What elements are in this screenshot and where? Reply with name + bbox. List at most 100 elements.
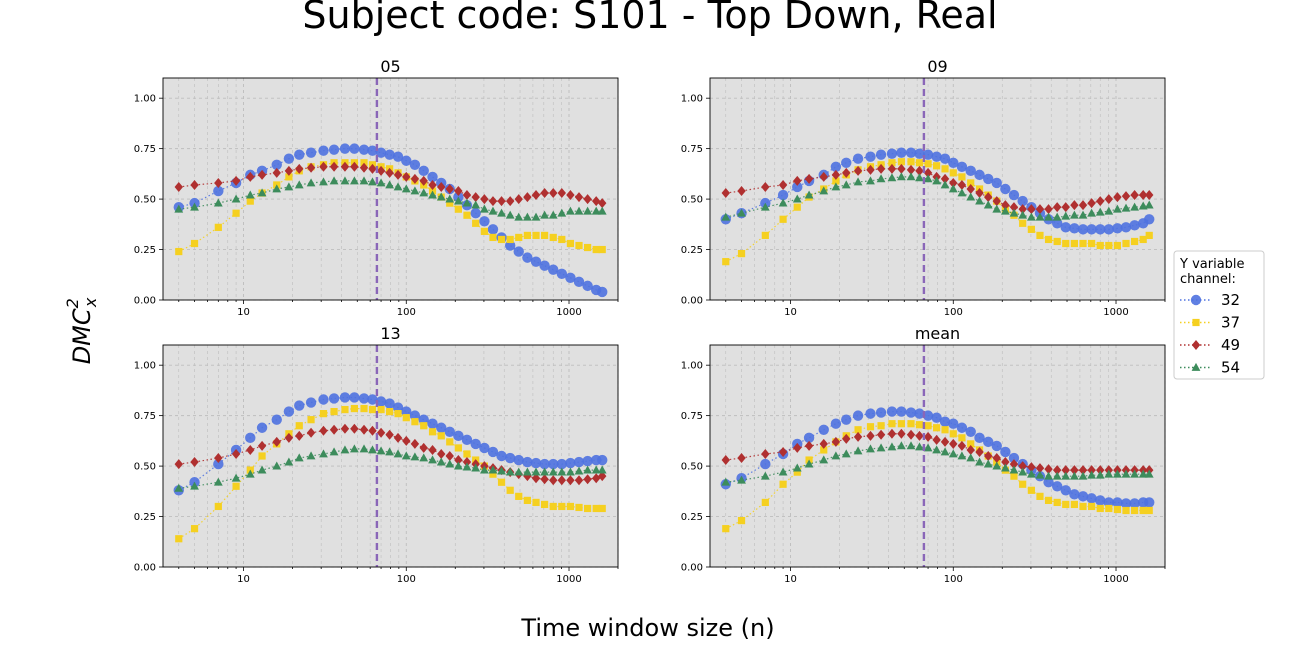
data-point-54 xyxy=(574,206,584,215)
data-point-54 xyxy=(831,451,841,460)
subplot-mean: 0.00 0.25 0.50 0.75 1.00 10 100 1000 mean xyxy=(681,324,1166,585)
data-point-37 xyxy=(258,452,266,460)
data-point-54 xyxy=(1035,212,1045,221)
data-point-54 xyxy=(737,208,746,217)
data-point-37 xyxy=(1070,500,1078,509)
data-point-49 xyxy=(804,173,814,184)
data-point-49 xyxy=(471,192,480,203)
data-point-49 xyxy=(866,164,875,175)
data-point-54 xyxy=(1026,469,1036,478)
data-point-54 xyxy=(896,172,906,181)
data-point-49 xyxy=(778,446,788,457)
data-point-54 xyxy=(471,200,481,209)
data-point-49 xyxy=(1096,465,1105,476)
data-point-32 xyxy=(530,256,542,267)
data-point-49 xyxy=(319,425,328,436)
data-point-32 xyxy=(318,145,329,156)
plot-frame xyxy=(162,344,619,568)
data-point-32 xyxy=(939,416,951,427)
data-point-54 xyxy=(966,453,976,462)
data-point-54 xyxy=(401,451,411,460)
data-point-37 xyxy=(446,199,454,207)
data-point-49 xyxy=(984,451,993,461)
data-point-54 xyxy=(792,463,802,472)
data-point-37 xyxy=(1088,239,1096,248)
data-point-37 xyxy=(854,426,862,434)
data-point-37 xyxy=(1088,502,1096,511)
data-point-54 xyxy=(531,467,541,476)
data-point-49 xyxy=(566,190,575,201)
svg-text:DMC2x: DMC2x xyxy=(63,297,100,364)
data-point-54 xyxy=(1095,207,1105,216)
data-point-54 xyxy=(1144,469,1154,478)
data-point-54 xyxy=(992,204,1002,213)
data-point-37 xyxy=(958,434,966,442)
data-point-37 xyxy=(1145,231,1153,240)
data-point-49 xyxy=(231,175,241,186)
data-point-49 xyxy=(1070,200,1079,211)
data-point-54 xyxy=(548,210,558,219)
y-tick-label: 0.00 xyxy=(134,563,156,574)
data-point-49 xyxy=(1061,202,1070,213)
y-axis-label-sub: x xyxy=(81,297,100,308)
data-point-49 xyxy=(272,167,281,178)
data-point-37 xyxy=(368,405,377,414)
data-point-49 xyxy=(319,161,328,172)
data-point-37 xyxy=(190,525,199,533)
data-point-54 xyxy=(1044,212,1053,221)
data-point-32 xyxy=(367,394,378,405)
data-point-49 xyxy=(842,433,851,444)
data-point-49 xyxy=(284,432,294,443)
data-point-54 xyxy=(1078,471,1088,480)
plot-frame xyxy=(162,77,619,301)
data-point-54 xyxy=(245,190,255,199)
data-point-54 xyxy=(505,467,515,476)
data-point-49 xyxy=(1052,202,1062,213)
data-point-54 xyxy=(349,176,359,185)
data-point-49 xyxy=(915,165,924,176)
data-point-37 xyxy=(737,249,746,258)
series-54 xyxy=(174,444,607,492)
data-point-37 xyxy=(307,416,315,424)
data-point-32 xyxy=(504,452,516,464)
data-point-49 xyxy=(1078,200,1088,211)
data-point-49 xyxy=(1009,202,1019,213)
data-point-54 xyxy=(445,194,455,203)
data-point-49 xyxy=(1009,459,1019,470)
data-point-32 xyxy=(830,418,842,429)
data-point-49 xyxy=(876,163,886,174)
data-point-37 xyxy=(1062,500,1070,509)
data-point-49 xyxy=(887,428,897,439)
data-point-32 xyxy=(974,432,985,444)
data-point-32 xyxy=(914,408,925,419)
legend-title-line2: channel: xyxy=(1180,272,1236,287)
data-point-49 xyxy=(190,457,199,468)
legend-title-line1: Y variable xyxy=(1179,257,1245,272)
data-point-54 xyxy=(566,467,575,476)
data-point-54 xyxy=(923,443,933,452)
data-point-37 xyxy=(558,235,566,244)
data-point-49 xyxy=(540,474,549,485)
data-point-49 xyxy=(819,438,828,449)
series-49 xyxy=(174,161,607,209)
data-point-32 xyxy=(1144,497,1155,508)
data-point-49 xyxy=(737,186,746,197)
y-tick-label: 0.50 xyxy=(681,462,703,473)
data-point-37 xyxy=(592,245,600,254)
y-axis-label: DMC2x xyxy=(63,297,100,364)
data-point-32 xyxy=(965,426,976,437)
data-point-37 xyxy=(1070,239,1078,248)
data-point-54 xyxy=(957,451,967,460)
data-point-32 xyxy=(339,392,351,403)
data-point-49 xyxy=(549,475,558,486)
series-54 xyxy=(721,441,1154,486)
data-point-49 xyxy=(505,196,515,207)
data-point-49 xyxy=(949,438,958,449)
data-point-49 xyxy=(368,425,377,436)
data-point-32 xyxy=(487,224,499,235)
y-axis-label-main: DMC xyxy=(68,308,96,364)
data-point-54 xyxy=(1061,211,1071,220)
data-point-54 xyxy=(359,176,369,185)
data-point-32 xyxy=(841,414,852,425)
